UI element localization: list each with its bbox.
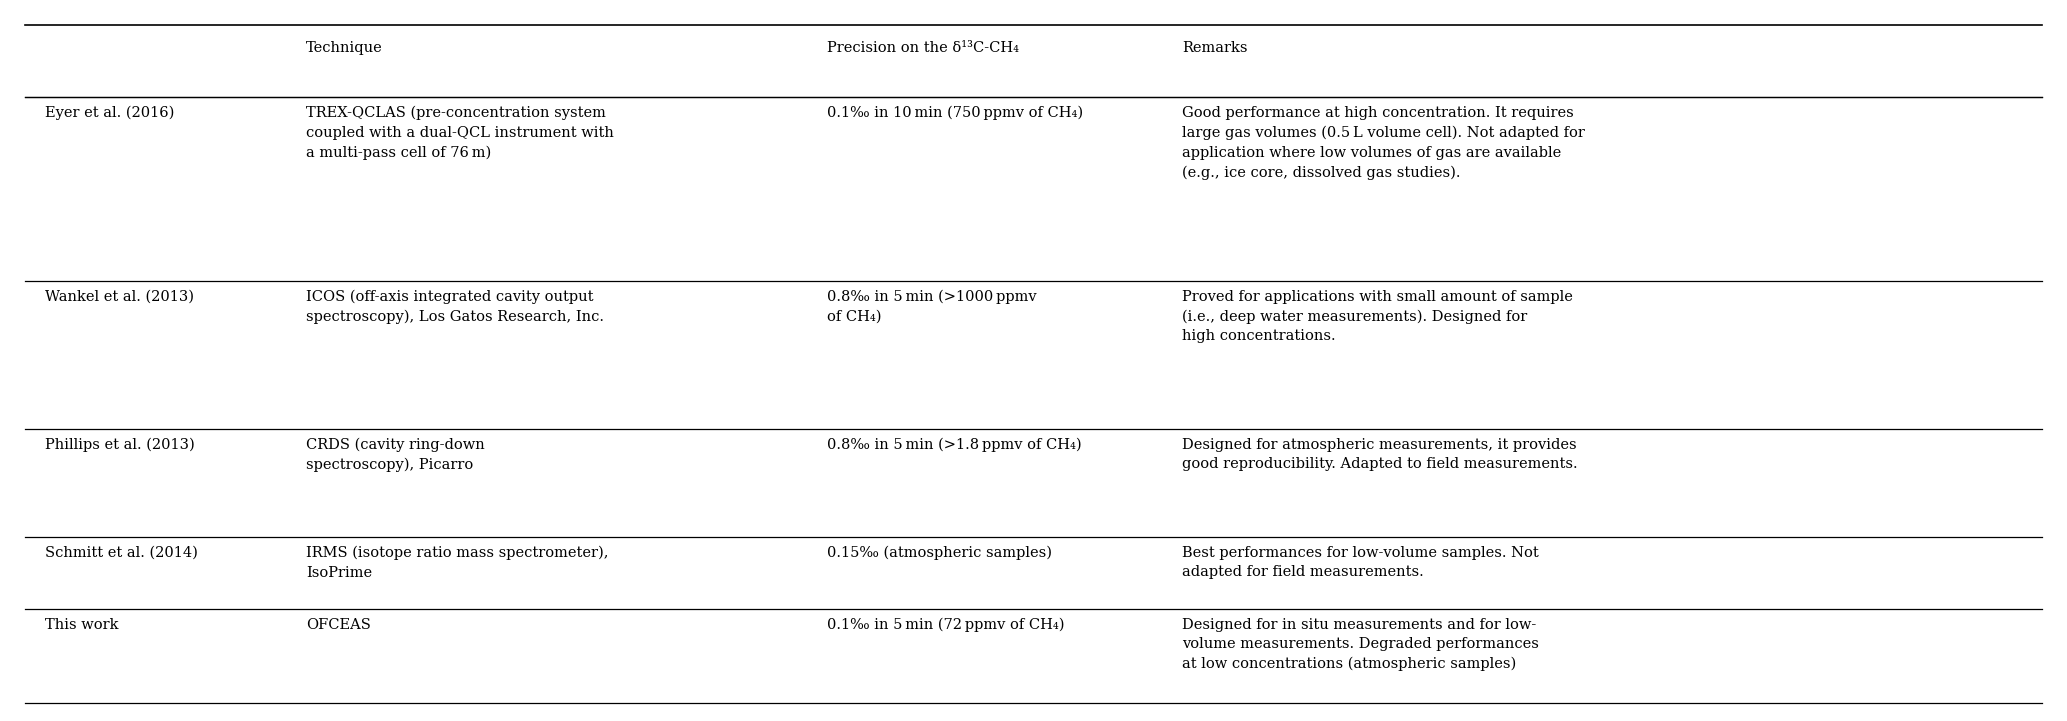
Text: 0.8‰ in 5 min (>1000 ppmv
of CH₄): 0.8‰ in 5 min (>1000 ppmv of CH₄) xyxy=(827,290,1036,324)
Text: Wankel et al. (2013): Wankel et al. (2013) xyxy=(45,290,194,304)
Text: 0.1‰ in 10 min (750 ppmv of CH₄): 0.1‰ in 10 min (750 ppmv of CH₄) xyxy=(827,106,1083,120)
Text: OFCEAS: OFCEAS xyxy=(306,618,370,632)
Text: Designed for in situ measurements and for low-
volume measurements. Degraded per: Designed for in situ measurements and fo… xyxy=(1182,618,1540,671)
Text: 0.8‰ in 5 min (>1.8 ppmv of CH₄): 0.8‰ in 5 min (>1.8 ppmv of CH₄) xyxy=(827,438,1081,452)
Text: Remarks: Remarks xyxy=(1182,41,1248,55)
Text: IRMS (isotope ratio mass spectrometer),
IsoPrime: IRMS (isotope ratio mass spectrometer), … xyxy=(306,546,608,580)
Text: Schmitt et al. (2014): Schmitt et al. (2014) xyxy=(45,546,198,559)
Text: This work: This work xyxy=(45,618,120,632)
Text: Proved for applications with small amount of sample
(i.e., deep water measuremen: Proved for applications with small amoun… xyxy=(1182,290,1573,343)
Text: Eyer et al. (2016): Eyer et al. (2016) xyxy=(45,106,176,120)
Text: Designed for atmospheric measurements, it provides
good reproducibility. Adapted: Designed for atmospheric measurements, i… xyxy=(1182,438,1577,471)
Text: Precision on the δ¹³C-CH₄: Precision on the δ¹³C-CH₄ xyxy=(827,41,1019,55)
Text: ICOS (off-axis integrated cavity output
spectroscopy), Los Gatos Research, Inc.: ICOS (off-axis integrated cavity output … xyxy=(306,290,604,324)
Text: Best performances for low-volume samples. Not
adapted for field measurements.: Best performances for low-volume samples… xyxy=(1182,546,1540,579)
Text: TREX-QCLAS (pre-concentration system
coupled with a dual-QCL instrument with
a m: TREX-QCLAS (pre-concentration system cou… xyxy=(306,106,614,160)
Text: Technique: Technique xyxy=(306,41,382,55)
Text: CRDS (cavity ring-down
spectroscopy), Picarro: CRDS (cavity ring-down spectroscopy), Pi… xyxy=(306,438,484,472)
Text: Phillips et al. (2013): Phillips et al. (2013) xyxy=(45,438,194,452)
Text: 0.15‰ (atmospheric samples): 0.15‰ (atmospheric samples) xyxy=(827,546,1052,560)
Text: Good performance at high concentration. It requires
large gas volumes (0.5 L vol: Good performance at high concentration. … xyxy=(1182,106,1585,180)
Text: 0.1‰ in 5 min (72 ppmv of CH₄): 0.1‰ in 5 min (72 ppmv of CH₄) xyxy=(827,618,1065,632)
